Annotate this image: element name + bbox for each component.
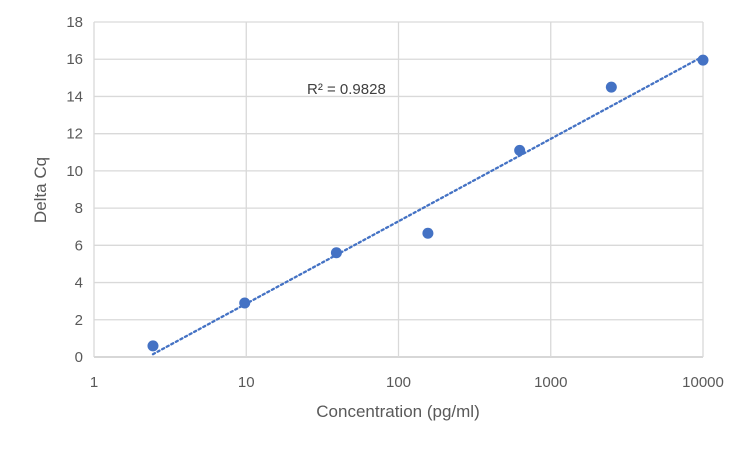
y-tick-label: 14 [66, 88, 83, 105]
y-tick-label: 0 [75, 349, 83, 366]
data-point [239, 297, 251, 309]
y-axis-title: Delta Cq [31, 157, 50, 223]
y-tick-label: 4 [75, 275, 83, 292]
r-squared-annotation: R² = 0.9828 [307, 81, 386, 98]
x-tick-label: 100 [386, 374, 411, 391]
grid [93, 21, 704, 358]
data-points [147, 54, 709, 352]
trendline-layer [151, 55, 705, 356]
data-point [697, 54, 709, 66]
data-point [514, 144, 526, 156]
data-point [147, 340, 159, 352]
y-tick-label: 2 [75, 312, 83, 329]
y-tick-label: 10 [66, 163, 83, 180]
x-tick-label: 1 [90, 374, 98, 391]
y-tick-label: 18 [66, 14, 83, 31]
y-tick-label: 12 [66, 126, 83, 143]
x-tick-label: 1000 [534, 374, 567, 391]
x-tick-label: 10 [238, 374, 255, 391]
data-point [422, 227, 434, 239]
trendline [151, 55, 705, 356]
data-point [605, 81, 617, 93]
y-tick-label: 6 [75, 237, 83, 254]
y-axis-ticks: 0 2 4 6 8 10 12 14 16 18 [66, 14, 83, 366]
y-tick-label: 16 [66, 51, 83, 68]
x-axis-ticks: 1 10 100 1000 10000 [90, 374, 724, 391]
x-axis-title: Concentration (pg/ml) [316, 402, 479, 421]
data-point [330, 247, 342, 259]
x-tick-label: 10000 [682, 374, 724, 391]
y-tick-label: 8 [75, 200, 83, 217]
